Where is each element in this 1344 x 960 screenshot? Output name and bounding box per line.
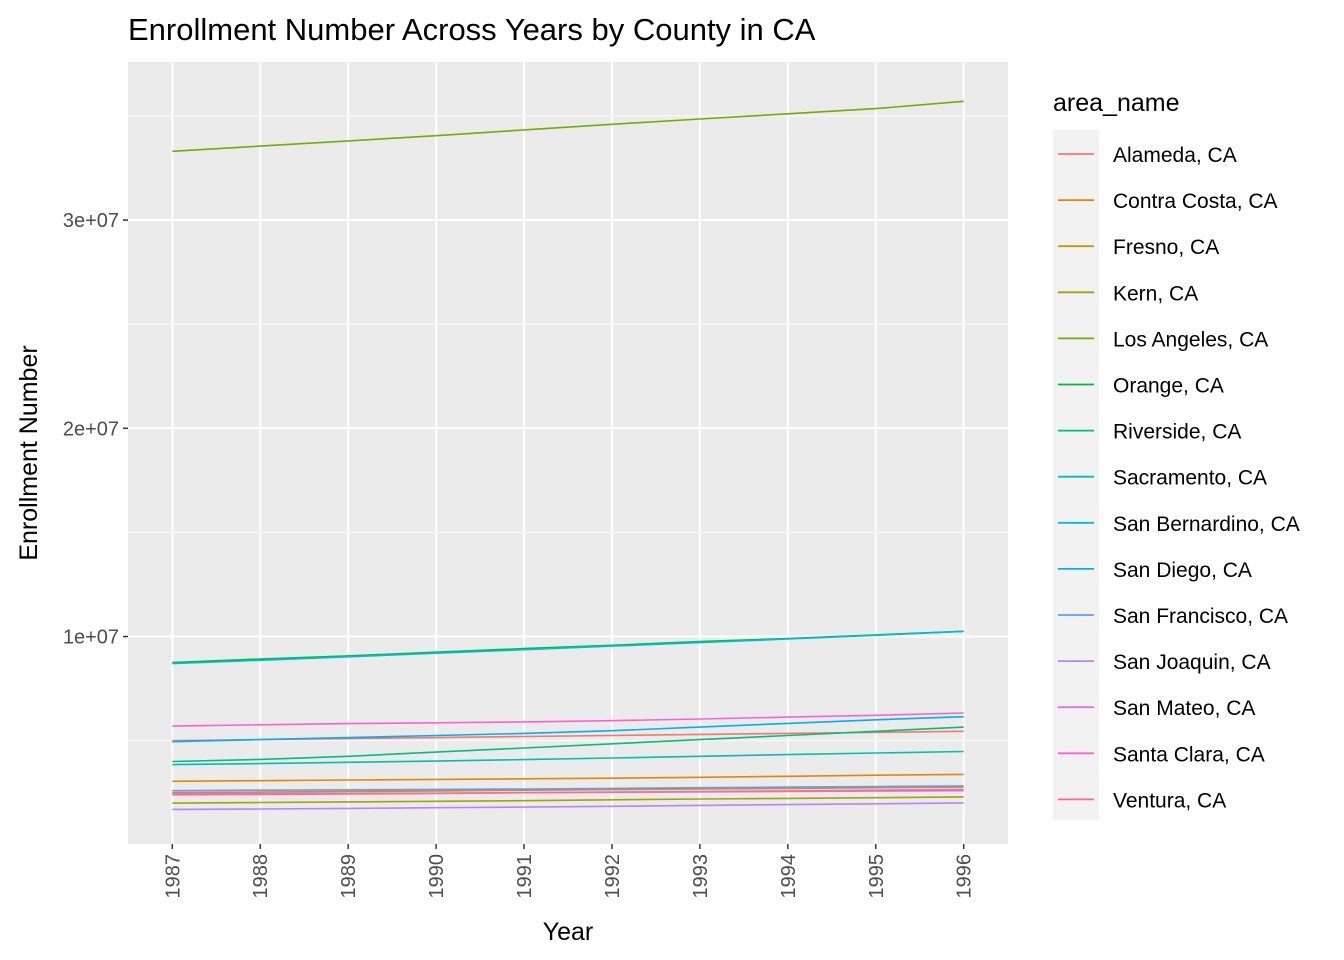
x-axis-title: Year [543,918,594,946]
x-tick-label: 1993 [690,854,712,899]
legend-key-background [1053,130,1099,820]
grid-major [128,62,1008,844]
x-tick-label: 1988 [250,854,272,899]
legend-label: Los Angeles, CA [1113,328,1268,351]
series-line [172,750,964,766]
x-tick-label: 1992 [602,854,624,899]
x-tick-label: 1995 [866,854,888,899]
x-tick-label: 1994 [778,854,800,899]
x-tick-label: 1991 [514,854,536,899]
legend-label: San Diego, CA [1113,559,1252,582]
series-line [172,630,964,665]
series-line [172,785,964,792]
legend-label: Orange, CA [1113,375,1224,398]
series-line [172,788,964,796]
y-axis-title: Enrollment Number [15,345,43,560]
y-tick-label: 3e+07 [63,210,119,232]
y-axis: 1e+07 2e+07 3e+07 [63,210,128,649]
y-tick-label: 1e+07 [63,627,119,649]
series-line [172,715,964,743]
legend-items: Alameda, CA Contra Costa, CA Fresno, CA Ker… [1058,144,1300,812]
legend-label: Alameda, CA [1113,144,1237,167]
x-tick-label: 1996 [954,854,976,899]
legend-label: Santa Clara, CA [1113,743,1265,766]
legend-label: Ventura, CA [1113,789,1226,812]
legend-label: San Francisco, CA [1113,605,1288,628]
legend-label: San Bernardino, CA [1113,513,1300,536]
grid-minor [128,115,1008,742]
legend: area_name Alameda, CA Contra Costa, CA Fre… [1053,89,1300,820]
x-axis: 1987 1988 1989 1990 1991 1992 1993 1994 1995 1996 [162,844,976,899]
series-lines [172,100,964,811]
legend-label: Fresno, CA [1113,236,1219,259]
chart-title: Enrollment Number Across Years by County… [128,12,816,47]
legend-label: San Mateo, CA [1113,697,1255,720]
series-line [172,712,964,727]
legend-label: Riverside, CA [1113,421,1241,444]
series-line [172,773,964,783]
legend-label: Sacramento, CA [1113,467,1267,490]
plot-panel [128,62,1008,844]
series-line [172,100,964,153]
x-tick-label: 1990 [426,854,448,899]
legend-label: Kern, CA [1113,282,1198,305]
series-line [172,802,964,811]
legend-label: San Joaquin, CA [1113,651,1271,674]
x-tick-label: 1989 [338,854,360,899]
series-line [172,726,964,763]
legend-title: area_name [1053,89,1179,117]
series-line [172,796,964,804]
legend-label: Contra Costa, CA [1113,190,1278,213]
series-line [172,786,964,794]
y-tick-label: 2e+07 [63,418,119,440]
x-tick-label: 1987 [162,854,184,899]
